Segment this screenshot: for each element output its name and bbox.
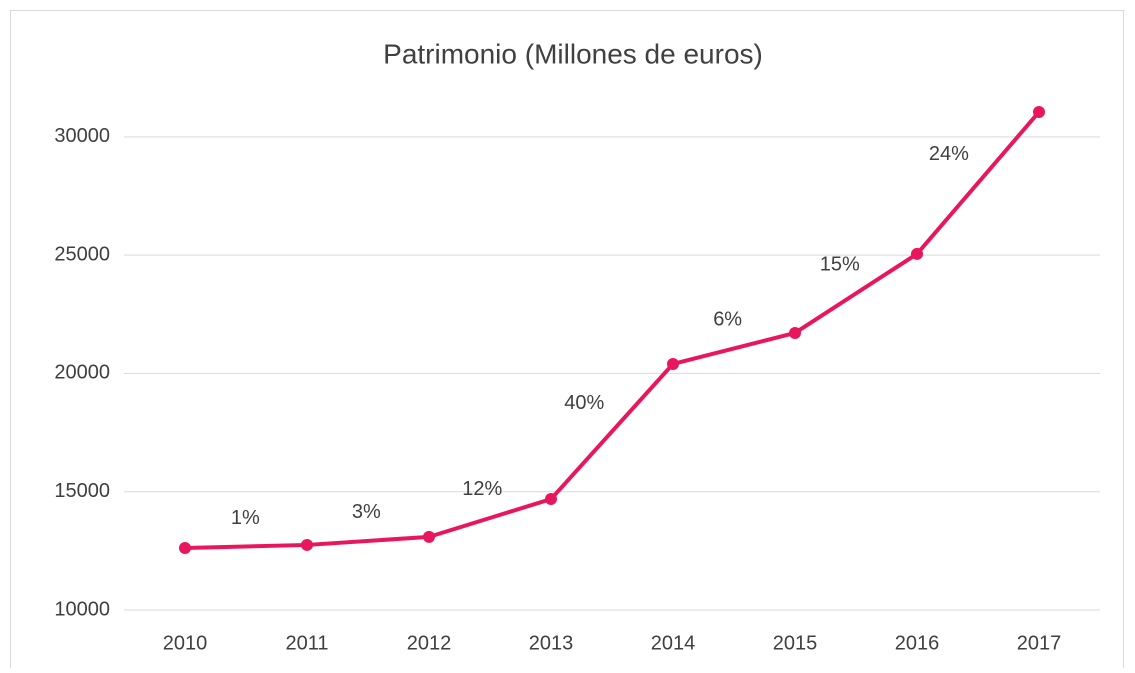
annotation: 1% [231,507,260,529]
data-point [301,538,313,551]
data-line [184,110,1041,551]
data-point [667,357,679,370]
x-tick-label: 2011 [285,632,328,654]
data-point [179,542,191,555]
x-tick-label: 2013 [529,632,574,654]
chart-title: Patrimonio (Millones de euros) [383,38,763,69]
y-tick-label: 30000 [54,125,110,147]
y-tick-label: 10000 [54,598,110,620]
x-tick-label: 2012 [407,632,452,654]
data-point [423,530,435,543]
x-tick-label: 2015 [773,632,818,654]
annotation: 15% [820,254,860,276]
annotation: 3% [352,501,381,523]
annotation: 6% [713,309,742,331]
annotation: 40% [564,392,604,414]
x-tick-label: 2016 [895,632,940,654]
x-tick-label: 2014 [651,632,696,654]
data-point [911,247,923,260]
annotation: 12% [462,478,502,500]
annotation: 24% [929,143,969,165]
y-tick-label: 25000 [54,243,110,265]
y-tick-label: 20000 [54,362,110,384]
x-tick-label: 2010 [163,632,208,654]
data-point [545,493,557,506]
x-tick-label: 2017 [1017,632,1062,654]
y-tick-label: 15000 [54,480,110,502]
chart-frame [10,10,1124,673]
data-point [1033,105,1045,118]
data-point [789,326,801,339]
